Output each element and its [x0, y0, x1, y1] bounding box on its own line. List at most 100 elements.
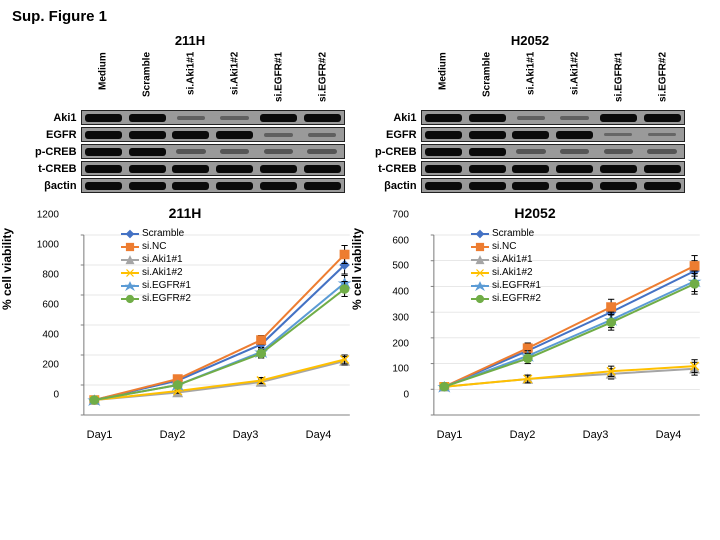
chart-211h: 211H % cell viability 020040060080010001…	[15, 205, 355, 441]
legend-swatch	[471, 298, 489, 300]
band	[169, 145, 213, 158]
legend-item: si.NC	[471, 240, 541, 253]
band	[553, 128, 597, 141]
band	[597, 128, 641, 141]
band	[82, 145, 126, 158]
band	[597, 145, 641, 158]
y-tick-label: 400	[392, 287, 409, 298]
legend-swatch	[471, 285, 489, 287]
col-header: Medium	[421, 50, 465, 110]
row-label: βactin	[35, 178, 81, 195]
row-labels-211h: Aki1EGFRp-CREBt-CREBβactin	[35, 50, 81, 195]
legend-swatch	[121, 272, 139, 274]
row-label: Aki1	[375, 110, 421, 127]
col-header: si.Aki1#2	[213, 50, 257, 110]
legend-label: si.Aki1#1	[492, 253, 533, 266]
col-header: si.Aki1#1	[169, 50, 213, 110]
y-tick-label: 800	[42, 270, 59, 281]
y-tick-label: 600	[42, 300, 59, 311]
x-tick-label: Day3	[559, 425, 632, 441]
band	[640, 179, 684, 192]
panel-h2052: H2052 Aki1EGFRp-CREBt-CREBβactin MediumS…	[375, 33, 685, 195]
legend-item: si.EGFR#2	[121, 292, 191, 305]
blot-row	[421, 127, 685, 142]
band	[465, 179, 509, 192]
band	[257, 111, 301, 124]
chart-h2052: H2052 % cell viability 01002003004005006…	[365, 205, 705, 441]
blot-row	[421, 144, 685, 159]
col-header: si.EGFR#1	[257, 50, 301, 110]
x-tick-label: Day1	[63, 425, 136, 441]
y-tick-label: 700	[392, 210, 409, 221]
col-header: si.Aki1#2	[553, 50, 597, 110]
legend-item: Scramble	[121, 227, 191, 240]
band	[169, 128, 213, 141]
y-tick-label: 100	[392, 364, 409, 375]
band	[213, 179, 257, 192]
band	[553, 111, 597, 124]
band	[465, 145, 509, 158]
band	[553, 145, 597, 158]
blot-row	[81, 127, 345, 142]
band	[213, 128, 257, 141]
blot-row	[81, 144, 345, 159]
col-header: si.EGFR#2	[641, 50, 685, 110]
legend-swatch	[471, 259, 489, 261]
blot-row	[81, 178, 345, 193]
blot-row	[421, 110, 685, 125]
band	[509, 179, 553, 192]
band	[300, 128, 344, 141]
band	[125, 145, 169, 158]
y-tick-label: 1200	[37, 210, 59, 221]
legend-item: si.NC	[121, 240, 191, 253]
band	[300, 179, 344, 192]
band	[125, 179, 169, 192]
x-tick-label: Day4	[282, 425, 355, 441]
band	[553, 162, 597, 175]
band	[213, 162, 257, 175]
blot-row	[421, 161, 685, 176]
col-header: si.EGFR#2	[301, 50, 345, 110]
band	[422, 179, 466, 192]
legend-swatch	[121, 298, 139, 300]
y-tick-label: 400	[42, 330, 59, 341]
y-tick-label: 600	[392, 235, 409, 246]
y-axis-label: % cell viability	[350, 228, 364, 310]
y-ticks-0: 020040060080010001200	[35, 205, 61, 405]
band	[597, 179, 641, 192]
panel-211h: 211H Aki1EGFRp-CREBt-CREBβactin MediumSc…	[35, 33, 345, 195]
band	[597, 111, 641, 124]
x-tick-label: Day3	[209, 425, 282, 441]
legend-swatch	[121, 259, 139, 261]
band	[257, 128, 301, 141]
blot-row	[421, 178, 685, 193]
band	[465, 128, 509, 141]
chart-title: H2052	[365, 205, 705, 221]
legend-label: si.EGFR#2	[142, 292, 191, 305]
band	[213, 145, 257, 158]
band	[509, 128, 553, 141]
legend-1: Scramblesi.NCsi.Aki1#1si.Aki1#2si.EGFR#1…	[471, 227, 541, 305]
row-labels-h2052: Aki1EGFRp-CREBt-CREBβactin	[375, 50, 421, 195]
panel-title: H2052	[375, 33, 685, 48]
plot-svg-1	[413, 225, 705, 425]
band	[509, 145, 553, 158]
band	[597, 162, 641, 175]
col-header: Scramble	[125, 50, 169, 110]
x-labels-0: Day1Day2Day3Day4	[63, 425, 355, 441]
legend-label: si.EGFR#2	[492, 292, 541, 305]
row-label: EGFR	[35, 127, 81, 144]
band	[640, 162, 684, 175]
y-tick-label: 500	[392, 261, 409, 272]
band	[82, 111, 126, 124]
row-label: t-CREB	[375, 161, 421, 178]
band	[300, 162, 344, 175]
legend-label: si.Aki1#1	[142, 253, 183, 266]
legend-swatch	[471, 246, 489, 248]
band	[257, 162, 301, 175]
band	[82, 162, 126, 175]
band	[422, 162, 466, 175]
row-label: p-CREB	[375, 144, 421, 161]
legend-item: Scramble	[471, 227, 541, 240]
band	[640, 128, 684, 141]
